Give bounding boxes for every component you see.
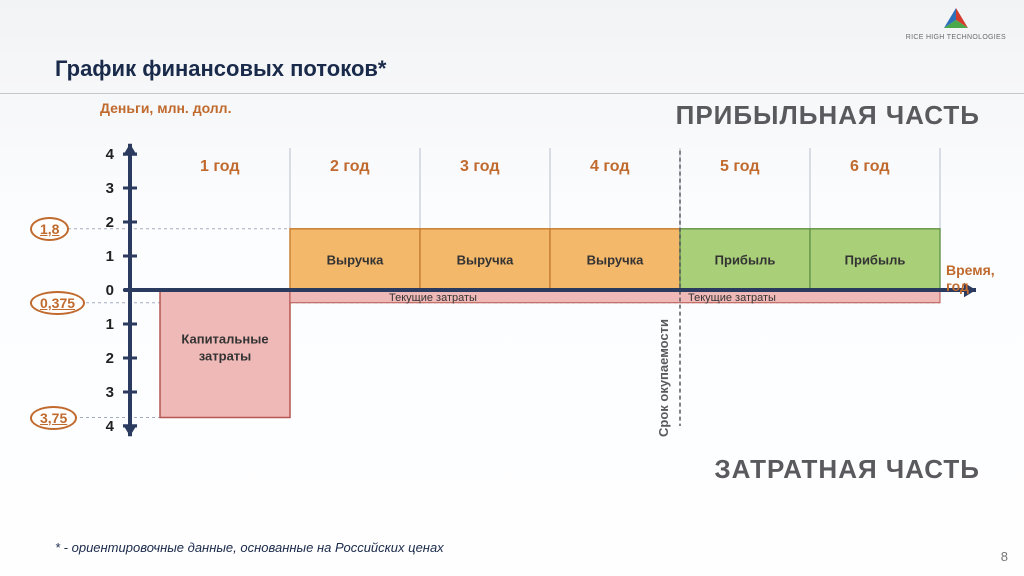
svg-text:Выручка: Выручка [327,252,385,267]
svg-text:1: 1 [106,316,114,333]
svg-text:3: 3 [106,180,114,197]
footnote: * - ориентировочные данные, основанные н… [55,540,444,555]
svg-text:4: 4 [106,146,115,163]
page-title: График финансовых потоков* [55,56,386,82]
section-cost-label: ЗАТРАТНАЯ ЧАСТЬ [714,454,980,485]
title-underline [0,93,1024,94]
svg-text:0: 0 [106,282,114,299]
year-label: 5 год [720,158,760,176]
svg-text:4: 4 [106,418,115,435]
value-callout: 1,8 [30,217,69,241]
svg-text:Текущие затраты: Текущие затраты [389,292,477,304]
svg-text:Прибыль: Прибыль [715,252,776,267]
y-axis-label: Деньги, млн. долл. [100,100,231,116]
svg-text:1: 1 [106,248,114,265]
logo-icon [941,6,971,32]
svg-text:3: 3 [106,384,114,401]
value-callout: 0,375 [30,291,85,315]
logo-text: RICE HIGH TECHNOLOGIES [906,34,1006,41]
logo: RICE HIGH TECHNOLOGIES [906,6,1006,41]
year-label: 3 год [460,158,500,176]
value-callout: 3,75 [30,406,77,430]
svg-text:2: 2 [106,350,114,367]
cashflow-chart: Капитальные затраты Текущие затраты Текущие… [20,100,1010,520]
svg-text:2: 2 [106,214,114,231]
page-number: 8 [1001,549,1008,564]
section-profitable-label: ПРИБЫЛЬНАЯ ЧАСТЬ [676,100,980,131]
svg-text:затраты: затраты [199,349,252,364]
svg-text:Выручка: Выручка [587,252,645,267]
svg-text:Срок окупаемости: Срок окупаемости [656,319,671,437]
year-label: 1 год [200,158,240,176]
svg-text:Текущие затраты: Текущие затраты [688,292,776,304]
year-label: 4 год [590,158,630,176]
svg-text:Выручка: Выручка [457,252,515,267]
x-axis-label: Время, год [946,262,1010,294]
svg-text:Прибыль: Прибыль [845,252,906,267]
svg-text:Капитальные: Капитальные [181,332,268,347]
year-label: 6 год [850,158,890,176]
year-label: 2 год [330,158,370,176]
